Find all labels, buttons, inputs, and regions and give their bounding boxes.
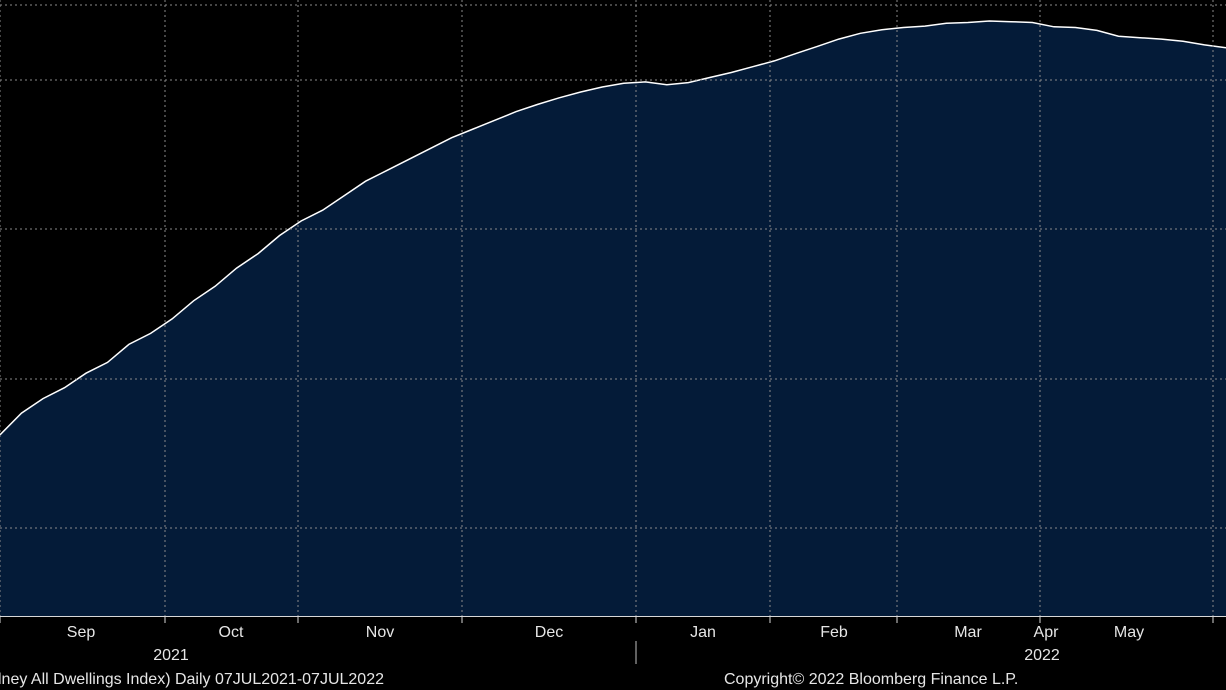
x-tick-label: Nov [366,624,394,641]
copyright-text: Copyright© 2022 Bloomberg Finance L.P. [724,671,1018,688]
x-tick-label: Oct [219,624,244,641]
chart-footer-left: lney All Dwellings Index) Daily 07JUL202… [0,671,384,688]
grid-lines [0,0,1226,616]
year-label: 2021 [153,647,189,664]
x-tick-label: Sep [67,624,96,641]
plot-area [0,20,1226,616]
x-tick-label: Apr [1034,624,1060,641]
x-tick-label: May [1114,624,1144,641]
series-line [0,20,1226,436]
x-tick-label: Dec [535,624,563,641]
x-tick-label: Mar [954,624,982,641]
x-axis: Sep Oct Nov Dec Jan Feb Mar Apr May 2021 2022 [0,616,1226,664]
year-label: 2022 [1024,647,1060,664]
x-tick-label: Feb [820,624,848,641]
series-area-fill [0,21,1226,616]
x-tick-label: Jan [690,624,716,641]
